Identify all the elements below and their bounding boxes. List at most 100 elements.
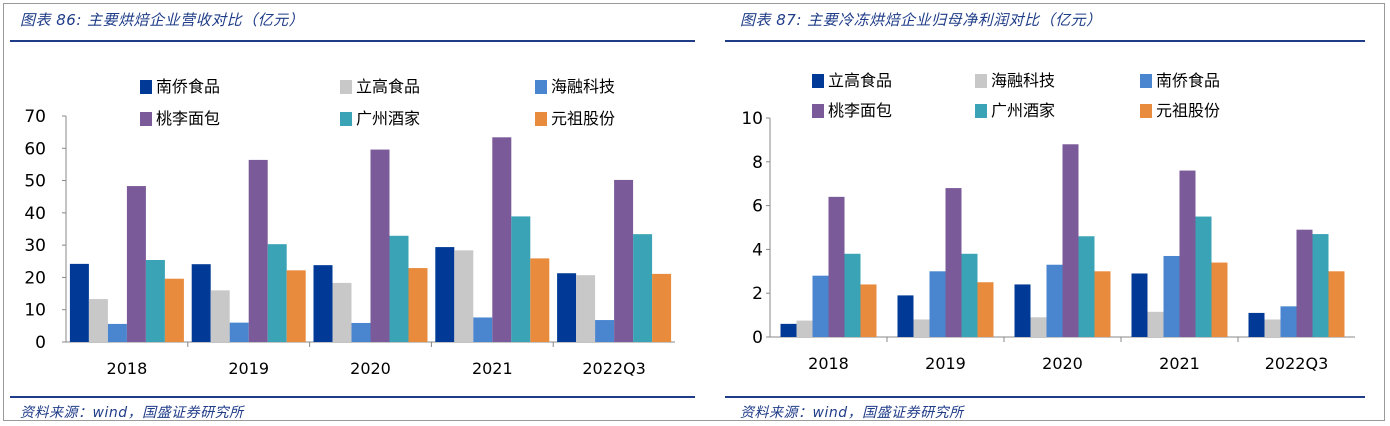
x-tick-label: 2020 <box>1042 354 1083 373</box>
legend-label: 元祖股份 <box>551 109 615 128</box>
x-tick-label: 2022Q3 <box>582 359 646 378</box>
bar <box>145 259 165 342</box>
bar <box>614 179 634 342</box>
bar <box>1248 312 1265 337</box>
bar <box>595 320 615 342</box>
bar <box>945 188 962 337</box>
bar <box>1062 144 1079 337</box>
bar <box>1280 306 1297 337</box>
bar <box>408 268 428 342</box>
bar <box>435 247 455 342</box>
bar <box>164 278 184 342</box>
legend-label: 广州酒家 <box>356 109 420 128</box>
bar <box>576 275 596 342</box>
bar <box>828 196 845 337</box>
bar <box>267 244 287 342</box>
chart-title-profit: 图表 87: 主要冷冻烘焙企业归母净利润对比（亿元） <box>740 11 1102 29</box>
profit-bar-chart: 0 2 4 6 8 10 2018 2019 2020 2021 2022Q3 立高食品 海融科技 南侨食… <box>741 71 1355 373</box>
bar <box>1195 216 1212 337</box>
source-note-revenue: 资料来源：wind，国盛证券研究所 <box>20 405 244 421</box>
chart-panel-revenue: 图表 86: 主要烘焙企业营收对比（亿元） 0 10 20 30 40 50 60 70 201… <box>10 11 695 421</box>
y-tick-label: 60 <box>24 139 46 159</box>
legend-label: 桃李面包 <box>828 101 892 120</box>
title-rule-revenue <box>10 40 695 42</box>
legend-label: 海融科技 <box>551 77 615 96</box>
y-tick-label: 70 <box>24 107 46 127</box>
y-tick-label: 0 <box>752 328 763 348</box>
bar <box>977 282 994 337</box>
x-tick-label: 2021 <box>1159 354 1200 373</box>
legend-label: 桃李面包 <box>156 109 220 128</box>
title-rule-profit <box>725 40 1365 42</box>
bar <box>107 323 127 342</box>
bar <box>1296 229 1313 337</box>
legend-swatch <box>975 74 987 88</box>
bar <box>1078 236 1095 337</box>
x-tick-label: 2021 <box>472 359 513 378</box>
bar <box>652 273 672 342</box>
y-tick-label: 20 <box>24 268 46 288</box>
chart-panel-profit: 图表 87: 主要冷冻烘焙企业归母净利润对比（亿元） 0 2 4 6 8 10 2018 20… <box>720 0 1390 426</box>
bar <box>351 322 371 342</box>
bar <box>1312 234 1329 337</box>
bar <box>1046 264 1063 337</box>
figure-frame <box>3 3 1385 421</box>
bar <box>389 235 409 342</box>
x-tick-label: 2019 <box>925 354 966 373</box>
legend-label: 南侨食品 <box>156 77 220 96</box>
bar <box>126 186 146 342</box>
legend-swatch <box>140 80 152 94</box>
y-tick-label: 40 <box>24 204 46 224</box>
legend-swatch <box>1140 104 1152 118</box>
bar <box>248 159 268 342</box>
legend-label: 南侨食品 <box>1156 71 1220 90</box>
bar <box>1179 170 1196 337</box>
x-tick-label: 2018 <box>808 354 849 373</box>
bar <box>897 295 914 337</box>
legend-swatch <box>340 112 352 126</box>
y-tick-label: 30 <box>24 236 46 256</box>
bar <box>796 320 813 337</box>
bar <box>313 265 333 342</box>
y-tick-label: 50 <box>24 172 46 192</box>
bar <box>69 263 89 342</box>
bar <box>557 273 577 342</box>
y-tick-label: 4 <box>752 240 763 260</box>
bar <box>1211 262 1228 337</box>
bar <box>780 323 797 337</box>
bar <box>1147 311 1164 337</box>
bar <box>913 319 930 337</box>
chart-title-revenue: 图表 86: 主要烘焙企业营收对比（亿元） <box>20 11 305 29</box>
y-tick-label: 2 <box>752 284 763 304</box>
y-tick-label: 10 <box>24 301 46 321</box>
bar <box>191 264 211 342</box>
x-tick-label: 2018 <box>107 359 148 378</box>
bar <box>844 253 861 337</box>
legend-swatch <box>975 104 987 118</box>
y-tick-label: 10 <box>741 109 763 129</box>
bar <box>492 137 512 342</box>
bar <box>633 234 653 342</box>
bar <box>511 216 531 342</box>
x-tick-label: 2022Q3 <box>1265 354 1329 373</box>
legend-label: 立高食品 <box>828 71 892 90</box>
bar <box>530 258 550 342</box>
source-rule-profit <box>725 396 1365 398</box>
bar <box>1014 284 1031 337</box>
y-tick-label: 0 <box>35 333 46 353</box>
legend-swatch <box>535 112 547 126</box>
legend-label: 元祖股份 <box>1156 101 1220 120</box>
bar <box>961 253 978 337</box>
source-note-profit: 资料来源：wind，国盛证券研究所 <box>740 405 964 421</box>
bar <box>1264 319 1281 337</box>
bar <box>286 270 306 342</box>
y-tick-label: 8 <box>752 153 763 173</box>
legend-label: 立高食品 <box>356 77 420 96</box>
source-rule-revenue <box>10 396 695 398</box>
x-tick-label: 2019 <box>228 359 269 378</box>
bar <box>370 149 390 342</box>
legend-swatch <box>535 80 547 94</box>
bar <box>1030 317 1047 337</box>
bar <box>454 250 474 342</box>
legend-swatch <box>140 112 152 126</box>
